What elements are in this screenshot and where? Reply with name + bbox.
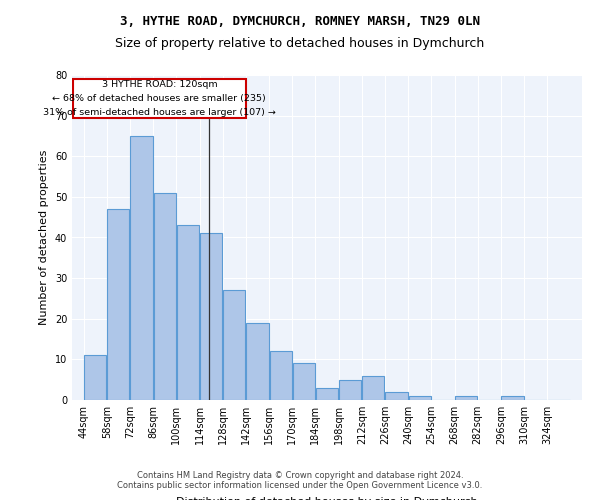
Bar [247, 323, 269, 400]
Bar [409, 396, 431, 400]
X-axis label: Distribution of detached houses by size in Dymchurch: Distribution of detached houses by size … [176, 497, 478, 500]
Bar [177, 226, 199, 400]
Text: 3 HYTHE ROAD: 120sqm
← 68% of detached houses are smaller (235)
31% of semi-deta: 3 HYTHE ROAD: 120sqm ← 68% of detached h… [43, 80, 276, 117]
Bar [107, 209, 130, 400]
Text: 3, HYTHE ROAD, DYMCHURCH, ROMNEY MARSH, TN29 0LN: 3, HYTHE ROAD, DYMCHURCH, ROMNEY MARSH, … [120, 15, 480, 28]
Bar [84, 356, 106, 400]
Bar [502, 396, 524, 400]
Bar [316, 388, 338, 400]
Bar [455, 396, 477, 400]
Bar [293, 364, 315, 400]
FancyBboxPatch shape [73, 79, 246, 118]
Bar [269, 351, 292, 400]
Bar [339, 380, 361, 400]
Y-axis label: Number of detached properties: Number of detached properties [39, 150, 49, 325]
Bar [200, 234, 222, 400]
Text: Size of property relative to detached houses in Dymchurch: Size of property relative to detached ho… [115, 38, 485, 51]
Text: Contains HM Land Registry data © Crown copyright and database right 2024.
Contai: Contains HM Land Registry data © Crown c… [118, 470, 482, 490]
Bar [362, 376, 385, 400]
Bar [385, 392, 407, 400]
Bar [154, 193, 176, 400]
Bar [223, 290, 245, 400]
Bar [130, 136, 152, 400]
